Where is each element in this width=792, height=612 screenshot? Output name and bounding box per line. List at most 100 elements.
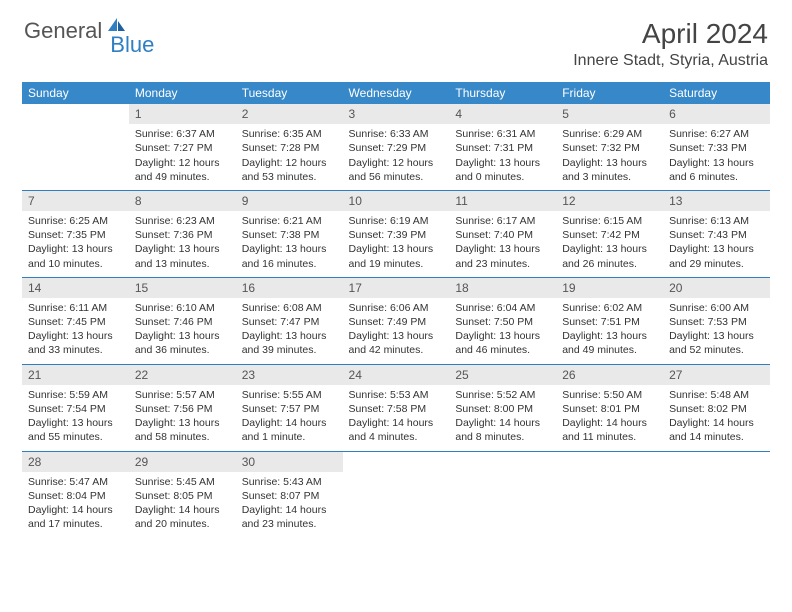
day-number: 5 [556, 104, 663, 124]
calendar-week-row: 1Sunrise: 6:37 AMSunset: 7:27 PMDaylight… [22, 104, 770, 190]
day-body: Sunrise: 5:45 AMSunset: 8:05 PMDaylight:… [129, 472, 236, 538]
calendar-day-cell: 12Sunrise: 6:15 AMSunset: 7:42 PMDayligh… [556, 190, 663, 277]
weekday-header: Friday [556, 82, 663, 104]
sunset-text: Sunset: 7:53 PM [669, 315, 764, 329]
calendar-week-row: 28Sunrise: 5:47 AMSunset: 8:04 PMDayligh… [22, 451, 770, 537]
sunrise-text: Sunrise: 6:35 AM [242, 127, 337, 141]
sunset-text: Sunset: 7:56 PM [135, 402, 230, 416]
day-number: 18 [449, 278, 556, 298]
daylight-text: Daylight: 13 hours and 55 minutes. [28, 416, 123, 444]
sunrise-text: Sunrise: 6:31 AM [455, 127, 550, 141]
sunrise-text: Sunrise: 6:21 AM [242, 214, 337, 228]
logo: General Blue [24, 18, 154, 44]
day-body: Sunrise: 6:04 AMSunset: 7:50 PMDaylight:… [449, 298, 556, 364]
header: General Blue April 2024 Innere Stadt, St… [0, 0, 792, 78]
calendar-day-cell: 16Sunrise: 6:08 AMSunset: 7:47 PMDayligh… [236, 277, 343, 364]
day-number: 19 [556, 278, 663, 298]
day-body: Sunrise: 5:50 AMSunset: 8:01 PMDaylight:… [556, 385, 663, 451]
calendar-day-cell: 7Sunrise: 6:25 AMSunset: 7:35 PMDaylight… [22, 190, 129, 277]
day-body: Sunrise: 6:37 AMSunset: 7:27 PMDaylight:… [129, 124, 236, 190]
sunset-text: Sunset: 7:33 PM [669, 141, 764, 155]
day-number: 22 [129, 365, 236, 385]
sunrise-text: Sunrise: 6:04 AM [455, 301, 550, 315]
sunset-text: Sunset: 7:36 PM [135, 228, 230, 242]
day-body: Sunrise: 6:06 AMSunset: 7:49 PMDaylight:… [343, 298, 450, 364]
calendar-day-cell: 9Sunrise: 6:21 AMSunset: 7:38 PMDaylight… [236, 190, 343, 277]
sunset-text: Sunset: 7:58 PM [349, 402, 444, 416]
sunset-text: Sunset: 8:05 PM [135, 489, 230, 503]
day-body: Sunrise: 6:17 AMSunset: 7:40 PMDaylight:… [449, 211, 556, 277]
calendar-day-cell: 8Sunrise: 6:23 AMSunset: 7:36 PMDaylight… [129, 190, 236, 277]
sunset-text: Sunset: 7:31 PM [455, 141, 550, 155]
sunrise-text: Sunrise: 6:10 AM [135, 301, 230, 315]
sunrise-text: Sunrise: 5:53 AM [349, 388, 444, 402]
day-number: 27 [663, 365, 770, 385]
calendar-day-cell: 23Sunrise: 5:55 AMSunset: 7:57 PMDayligh… [236, 364, 343, 451]
calendar-day-cell: 17Sunrise: 6:06 AMSunset: 7:49 PMDayligh… [343, 277, 450, 364]
daylight-text: Daylight: 13 hours and 49 minutes. [562, 329, 657, 357]
sunset-text: Sunset: 7:42 PM [562, 228, 657, 242]
calendar-day-cell [663, 451, 770, 537]
day-body: Sunrise: 6:21 AMSunset: 7:38 PMDaylight:… [236, 211, 343, 277]
daylight-text: Daylight: 14 hours and 8 minutes. [455, 416, 550, 444]
day-body: Sunrise: 6:29 AMSunset: 7:32 PMDaylight:… [556, 124, 663, 190]
day-number: 12 [556, 191, 663, 211]
daylight-text: Daylight: 14 hours and 23 minutes. [242, 503, 337, 531]
day-number: 10 [343, 191, 450, 211]
sunrise-text: Sunrise: 6:25 AM [28, 214, 123, 228]
sunset-text: Sunset: 7:27 PM [135, 141, 230, 155]
sunrise-text: Sunrise: 5:57 AM [135, 388, 230, 402]
day-number: 2 [236, 104, 343, 124]
daylight-text: Daylight: 13 hours and 26 minutes. [562, 242, 657, 270]
sunrise-text: Sunrise: 6:19 AM [349, 214, 444, 228]
sunrise-text: Sunrise: 5:45 AM [135, 475, 230, 489]
daylight-text: Daylight: 12 hours and 49 minutes. [135, 156, 230, 184]
day-body: Sunrise: 5:47 AMSunset: 8:04 PMDaylight:… [22, 472, 129, 538]
daylight-text: Daylight: 14 hours and 11 minutes. [562, 416, 657, 444]
logo-text-blue: Blue [110, 32, 154, 58]
calendar-day-cell: 25Sunrise: 5:52 AMSunset: 8:00 PMDayligh… [449, 364, 556, 451]
daylight-text: Daylight: 13 hours and 0 minutes. [455, 156, 550, 184]
sunset-text: Sunset: 7:45 PM [28, 315, 123, 329]
sunset-text: Sunset: 7:35 PM [28, 228, 123, 242]
day-body: Sunrise: 6:19 AMSunset: 7:39 PMDaylight:… [343, 211, 450, 277]
daylight-text: Daylight: 13 hours and 29 minutes. [669, 242, 764, 270]
sunset-text: Sunset: 8:01 PM [562, 402, 657, 416]
calendar-day-cell: 29Sunrise: 5:45 AMSunset: 8:05 PMDayligh… [129, 451, 236, 537]
daylight-text: Daylight: 14 hours and 4 minutes. [349, 416, 444, 444]
daylight-text: Daylight: 13 hours and 39 minutes. [242, 329, 337, 357]
calendar-day-cell [343, 451, 450, 537]
weekday-header: Monday [129, 82, 236, 104]
sunrise-text: Sunrise: 5:50 AM [562, 388, 657, 402]
calendar-day-cell: 24Sunrise: 5:53 AMSunset: 7:58 PMDayligh… [343, 364, 450, 451]
day-number: 8 [129, 191, 236, 211]
day-body: Sunrise: 6:33 AMSunset: 7:29 PMDaylight:… [343, 124, 450, 190]
calendar-day-cell: 22Sunrise: 5:57 AMSunset: 7:56 PMDayligh… [129, 364, 236, 451]
sunset-text: Sunset: 7:39 PM [349, 228, 444, 242]
day-body: Sunrise: 5:57 AMSunset: 7:56 PMDaylight:… [129, 385, 236, 451]
daylight-text: Daylight: 13 hours and 16 minutes. [242, 242, 337, 270]
daylight-text: Daylight: 13 hours and 46 minutes. [455, 329, 550, 357]
day-body: Sunrise: 6:10 AMSunset: 7:46 PMDaylight:… [129, 298, 236, 364]
sunset-text: Sunset: 7:29 PM [349, 141, 444, 155]
calendar-day-cell: 4Sunrise: 6:31 AMSunset: 7:31 PMDaylight… [449, 104, 556, 190]
calendar-week-row: 14Sunrise: 6:11 AMSunset: 7:45 PMDayligh… [22, 277, 770, 364]
sunrise-text: Sunrise: 6:08 AM [242, 301, 337, 315]
day-number: 17 [343, 278, 450, 298]
day-body: Sunrise: 6:35 AMSunset: 7:28 PMDaylight:… [236, 124, 343, 190]
sunset-text: Sunset: 8:07 PM [242, 489, 337, 503]
calendar-day-cell: 19Sunrise: 6:02 AMSunset: 7:51 PMDayligh… [556, 277, 663, 364]
sunset-text: Sunset: 7:40 PM [455, 228, 550, 242]
calendar-day-cell [556, 451, 663, 537]
logo-text-general: General [24, 18, 102, 44]
day-number: 3 [343, 104, 450, 124]
sunset-text: Sunset: 7:46 PM [135, 315, 230, 329]
sunrise-text: Sunrise: 5:52 AM [455, 388, 550, 402]
sunrise-text: Sunrise: 6:37 AM [135, 127, 230, 141]
sunrise-text: Sunrise: 6:29 AM [562, 127, 657, 141]
weekday-header: Tuesday [236, 82, 343, 104]
day-number: 9 [236, 191, 343, 211]
calendar-day-cell [22, 104, 129, 190]
calendar-day-cell: 30Sunrise: 5:43 AMSunset: 8:07 PMDayligh… [236, 451, 343, 537]
day-body: Sunrise: 5:59 AMSunset: 7:54 PMDaylight:… [22, 385, 129, 451]
